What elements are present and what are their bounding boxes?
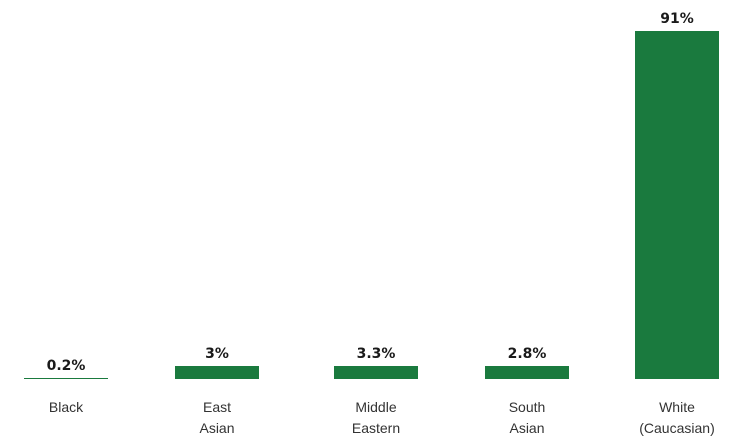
category-label-line: Asian xyxy=(199,420,234,436)
data-labels-group: 0.2% 3% 3.3% 2.8% 91% xyxy=(47,11,694,374)
bar xyxy=(334,366,418,379)
category-labels-group: Black East Asian Middle Eastern South Asian Whi… xyxy=(49,399,715,436)
bar xyxy=(635,31,719,379)
bar xyxy=(175,366,259,379)
category-label: South Asian xyxy=(509,399,546,436)
category-label: East Asian xyxy=(199,399,234,436)
data-label: 91% xyxy=(660,11,694,27)
bar xyxy=(24,378,108,379)
bar xyxy=(485,366,569,379)
category-label-line: South xyxy=(509,399,546,415)
data-label: 3% xyxy=(205,346,229,362)
category-label-line: Asian xyxy=(509,420,544,436)
category-label-line: White xyxy=(659,399,695,415)
category-label: Middle Eastern xyxy=(352,399,400,436)
category-label: White (Caucasian) xyxy=(639,399,714,436)
category-label-line: East xyxy=(203,399,231,415)
category-label-line: Black xyxy=(49,399,84,415)
category-label: Black xyxy=(49,399,84,415)
bars-group xyxy=(24,31,719,379)
data-label: 2.8% xyxy=(508,346,547,362)
data-label: 0.2% xyxy=(47,358,86,374)
category-label-line: (Caucasian) xyxy=(639,420,714,436)
data-label: 3.3% xyxy=(357,346,396,362)
category-label-line: Middle xyxy=(355,399,396,415)
category-label-line: Eastern xyxy=(352,420,400,436)
